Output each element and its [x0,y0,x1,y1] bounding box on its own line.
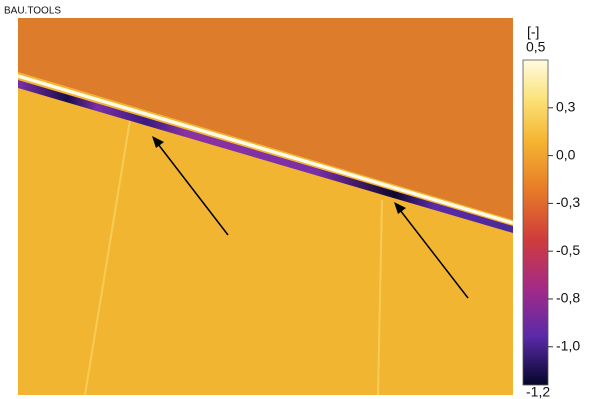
colorbar-tick-label: 0,0 [556,146,576,162]
colorbar-tick-label: -1,0 [556,337,580,353]
watermark: BAU.TOOLS [4,6,61,17]
colorbar-tick-label: -0,8 [556,290,580,306]
colorbar-unit: [-] [527,24,539,40]
colorbar-tick-label: 0,3 [556,98,576,114]
colorbar-tick-label: -1,2 [526,384,550,399]
colorbar-tick-label: -0,5 [556,242,580,258]
colorbar-tick-label: -0,3 [556,194,580,210]
page: BAU.TOOLS [-] 0,5 0,3 0,0 -0,3 -0,5 -0,8 -1,0 -… [0,0,613,399]
thermal-view: BAU.TOOLS [-] 0,5 0,3 0,0 -0,3 -0,5 -0,8 -1,0 -… [0,0,613,399]
colorbar [523,60,548,385]
colorbar-tick-label: 0,5 [526,39,546,55]
